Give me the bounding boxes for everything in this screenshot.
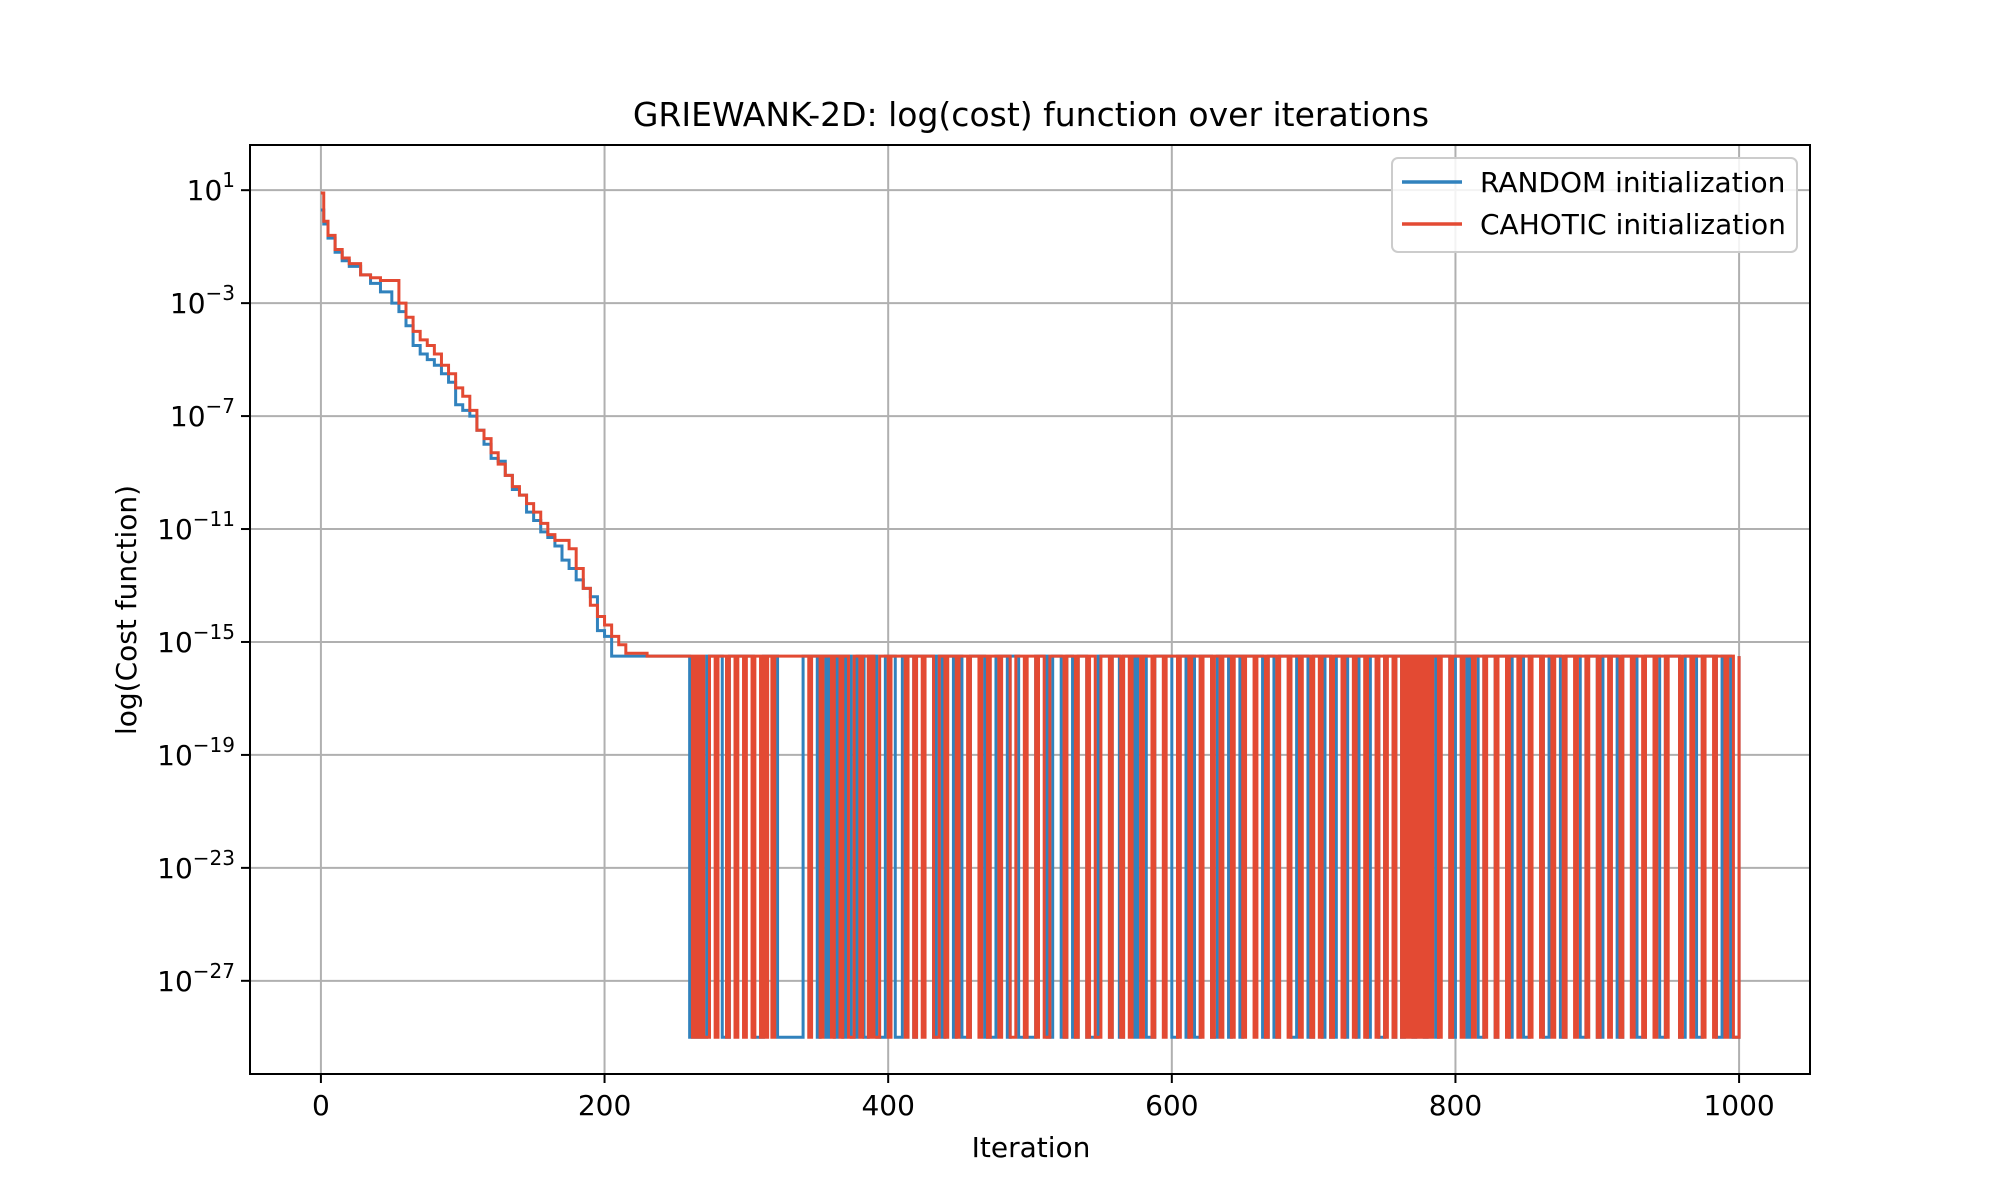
plot-frame <box>249 144 1811 1075</box>
legend: RANDOM initialization CAHOTIC initializa… <box>1391 157 1798 253</box>
y-tick-label: 10−15 <box>157 620 235 659</box>
y-tick-label: 10−19 <box>157 733 235 772</box>
x-tick-label: 600 <box>1145 1089 1198 1122</box>
x-tick-label: 0 <box>312 1089 330 1122</box>
x-tick-label: 1000 <box>1703 1089 1774 1122</box>
y-tick-label: 10−11 <box>157 507 235 546</box>
legend-box <box>1391 157 1798 253</box>
chart-title: GRIEWANK-2D: log(cost) function over ite… <box>633 95 1429 134</box>
x-axis-label: Iteration <box>972 1131 1091 1164</box>
y-axis-label: log(Cost function) <box>110 485 143 735</box>
y-tick-label: 10−3 <box>170 281 235 320</box>
axis-ticks: 0 200 400 600 800 1000 101 10−3 10−7 10−11 10−15 10… <box>157 168 1775 1122</box>
grid <box>250 145 1810 1074</box>
y-tick-label: 10−27 <box>157 959 235 998</box>
y-tick-label: 10−23 <box>157 846 235 885</box>
y-tick-label: 101 <box>187 168 235 207</box>
series-line-1 <box>320 191 1741 1039</box>
series-lines <box>320 191 1741 1039</box>
x-tick-label: 200 <box>578 1089 631 1122</box>
x-tick-label: 800 <box>1429 1089 1482 1122</box>
legend-label-cahotic: CAHOTIC initialization <box>1480 208 1786 241</box>
legend-label-random: RANDOM initialization <box>1480 166 1785 199</box>
y-tick-label: 10−7 <box>170 394 235 433</box>
x-tick-label: 400 <box>861 1089 914 1122</box>
